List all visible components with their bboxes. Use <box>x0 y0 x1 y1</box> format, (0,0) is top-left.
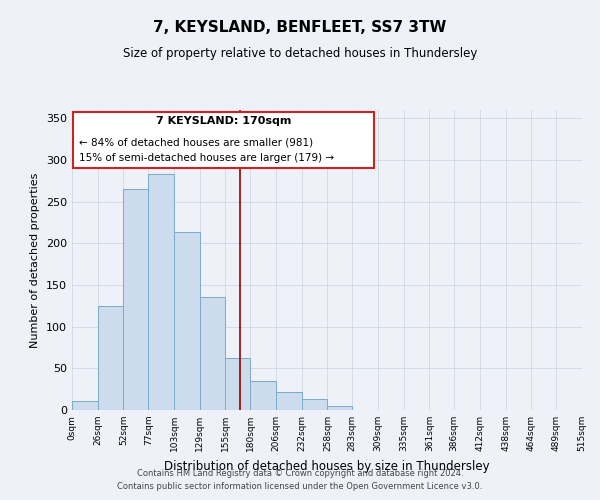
Bar <box>226 358 250 410</box>
FancyBboxPatch shape <box>73 112 374 168</box>
Text: ← 84% of detached houses are smaller (981): ← 84% of detached houses are smaller (98… <box>79 138 313 147</box>
Bar <box>148 174 174 410</box>
Text: 7 KEYSLAND: 170sqm: 7 KEYSLAND: 170sqm <box>156 116 291 126</box>
Bar <box>124 189 148 410</box>
Bar <box>174 232 200 410</box>
Bar <box>328 406 352 410</box>
Text: 7, KEYSLAND, BENFLEET, SS7 3TW: 7, KEYSLAND, BENFLEET, SS7 3TW <box>154 20 446 35</box>
Text: 15% of semi-detached houses are larger (179) →: 15% of semi-detached houses are larger (… <box>79 154 334 164</box>
Bar <box>302 399 328 410</box>
X-axis label: Distribution of detached houses by size in Thundersley: Distribution of detached houses by size … <box>164 460 490 472</box>
Bar <box>250 381 276 410</box>
Text: Contains public sector information licensed under the Open Government Licence v3: Contains public sector information licen… <box>118 482 482 491</box>
Text: Contains HM Land Registry data © Crown copyright and database right 2024.: Contains HM Land Registry data © Crown c… <box>137 468 463 477</box>
Y-axis label: Number of detached properties: Number of detached properties <box>31 172 40 348</box>
Bar <box>200 296 226 410</box>
Bar <box>72 401 98 410</box>
Bar <box>276 392 302 410</box>
Bar <box>98 306 124 410</box>
Text: Size of property relative to detached houses in Thundersley: Size of property relative to detached ho… <box>123 48 477 60</box>
